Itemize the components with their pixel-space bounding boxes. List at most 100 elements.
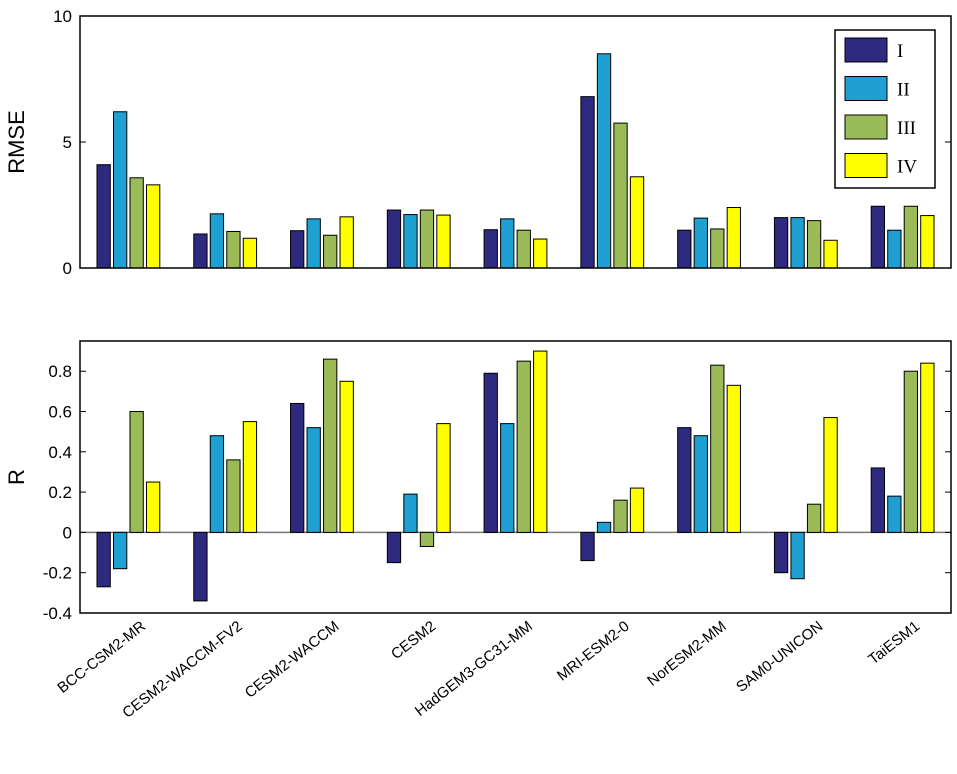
legend-label-IV: IV — [897, 157, 917, 178]
category-label: NorESM2-MM — [644, 618, 729, 690]
rmse-bar-III-2 — [226, 230, 241, 269]
category-label: BCC-CSM2-MR — [54, 618, 149, 697]
legend-label-III: III — [897, 118, 916, 139]
r-bar-IV-1 — [145, 481, 161, 533]
r-bar-III-3 — [323, 358, 338, 533]
legend-label-I: I — [897, 41, 903, 62]
r-bar-I-7 — [677, 427, 692, 533]
category-label: SAM0-UNICON — [733, 618, 826, 696]
r-y-axis-label: R — [4, 469, 29, 485]
r-bar-III-8 — [806, 503, 822, 533]
r-bar-I-1 — [96, 531, 111, 588]
r-bar-IV-5 — [533, 350, 548, 533]
r-bar-IV-9 — [920, 362, 935, 533]
category-label: CESM2 — [388, 618, 439, 663]
rmse-bar-I-8 — [773, 217, 789, 269]
legend-swatch-I — [844, 37, 888, 63]
rmse-bar-II-5 — [500, 218, 515, 269]
r-panel: -0.4 -0.2 0 0.2 0.4 0.6 0.8 R — [4, 340, 952, 623]
rmse-bar-I-1 — [96, 164, 111, 269]
r-frame — [79, 340, 952, 614]
r-bar-II-2 — [209, 435, 225, 533]
r-ytick-label: -0.4 — [43, 604, 72, 623]
category-label: TaiESM1 — [865, 618, 923, 668]
rmse-ytick-label: 10 — [53, 7, 72, 26]
rmse-bar-III-3 — [323, 234, 338, 269]
r-bar-I-5 — [483, 372, 498, 533]
r-bar-III-7 — [710, 364, 725, 533]
legend-swatch-IV — [844, 153, 888, 178]
rmse-bar-IV-8 — [823, 239, 838, 269]
r-bar-II-1 — [112, 531, 128, 570]
rmse-y-axis-label: RMSE — [4, 110, 29, 174]
legend-swatch-II — [844, 76, 888, 101]
r-bar-II-7 — [693, 435, 708, 533]
rmse-bar-I-7 — [677, 229, 692, 269]
r-bar-IV-7 — [726, 384, 741, 533]
r-bar-II-4 — [403, 493, 418, 533]
legend-swatch-III — [844, 114, 888, 140]
rmse-bar-II-3 — [306, 218, 321, 269]
r-ytick-label: 0 — [63, 523, 72, 542]
rmse-bar-III-5 — [516, 229, 531, 269]
rmse-bar-IV-6 — [629, 176, 645, 269]
r-bar-IV-2 — [242, 421, 258, 533]
r-bar-I-3 — [290, 402, 305, 533]
rmse-bar-III-8 — [806, 220, 822, 269]
r-bar-I-6 — [580, 531, 595, 562]
rmse-bar-II-6 — [596, 53, 612, 269]
legend-label-II: II — [897, 80, 910, 101]
r-bar-III-6 — [613, 499, 628, 533]
r-bar-II-5 — [500, 423, 515, 533]
r-ytick-label: 0.8 — [48, 362, 72, 381]
rmse-bar-I-2 — [193, 233, 208, 269]
rmse-bar-III-7 — [710, 228, 725, 269]
r-bar-II-9 — [887, 495, 902, 533]
rmse-bar-IV-3 — [339, 216, 354, 269]
r-bar-I-8 — [773, 531, 789, 574]
r-bar-II-3 — [306, 427, 321, 533]
r-bar-IV-8 — [823, 417, 838, 533]
rmse-bar-I-5 — [483, 229, 498, 269]
r-bar-I-4 — [386, 531, 402, 564]
rmse-bar-II-9 — [887, 229, 902, 269]
rmse-bar-IV-5 — [533, 238, 548, 269]
rmse-bar-II-8 — [790, 217, 805, 269]
r-bar-III-2 — [226, 459, 241, 533]
category-label: MRI-ESM2-0 — [554, 618, 633, 685]
rmse-frame — [79, 15, 952, 269]
r-bar-IV-4 — [436, 423, 451, 533]
rmse-bar-IV-4 — [436, 214, 451, 269]
r-bar-I-9 — [870, 467, 886, 533]
rmse-bar-I-9 — [870, 205, 886, 269]
rmse-bar-I-3 — [290, 230, 305, 269]
rmse-bar-I-6 — [580, 96, 595, 269]
r-bar-III-5 — [516, 360, 531, 533]
r-bar-III-1 — [129, 411, 144, 533]
r-bar-IV-3 — [339, 380, 354, 533]
rmse-bar-IV-1 — [145, 184, 161, 269]
r-bar-III-4 — [419, 531, 435, 548]
rmse-bar-II-4 — [403, 214, 418, 269]
rmse-ytick-label: 5 — [63, 133, 72, 152]
rmse-bar-III-1 — [129, 177, 144, 269]
rmse-bar-IV-2 — [242, 237, 258, 269]
r-bar-III-9 — [903, 370, 919, 533]
rmse-bar-IV-9 — [920, 215, 935, 269]
rmse-panel: 0 5 10 RMSE — [4, 7, 952, 278]
rmse-bar-II-1 — [112, 111, 128, 269]
rmse-ytick-label: 0 — [63, 259, 72, 278]
rmse-bar-II-7 — [693, 217, 708, 269]
rmse-bar-III-4 — [419, 209, 435, 269]
r-bar-II-6 — [596, 521, 612, 533]
rmse-bar-I-4 — [386, 209, 402, 269]
r-bar-I-2 — [193, 531, 208, 602]
rmse-bar-III-9 — [903, 205, 919, 269]
r-ytick-label: 0.6 — [48, 403, 72, 422]
r-ytick-label: 0.4 — [48, 443, 72, 462]
category-label: CESM2-WACCM — [242, 618, 343, 702]
rmse-bar-IV-7 — [726, 207, 741, 269]
